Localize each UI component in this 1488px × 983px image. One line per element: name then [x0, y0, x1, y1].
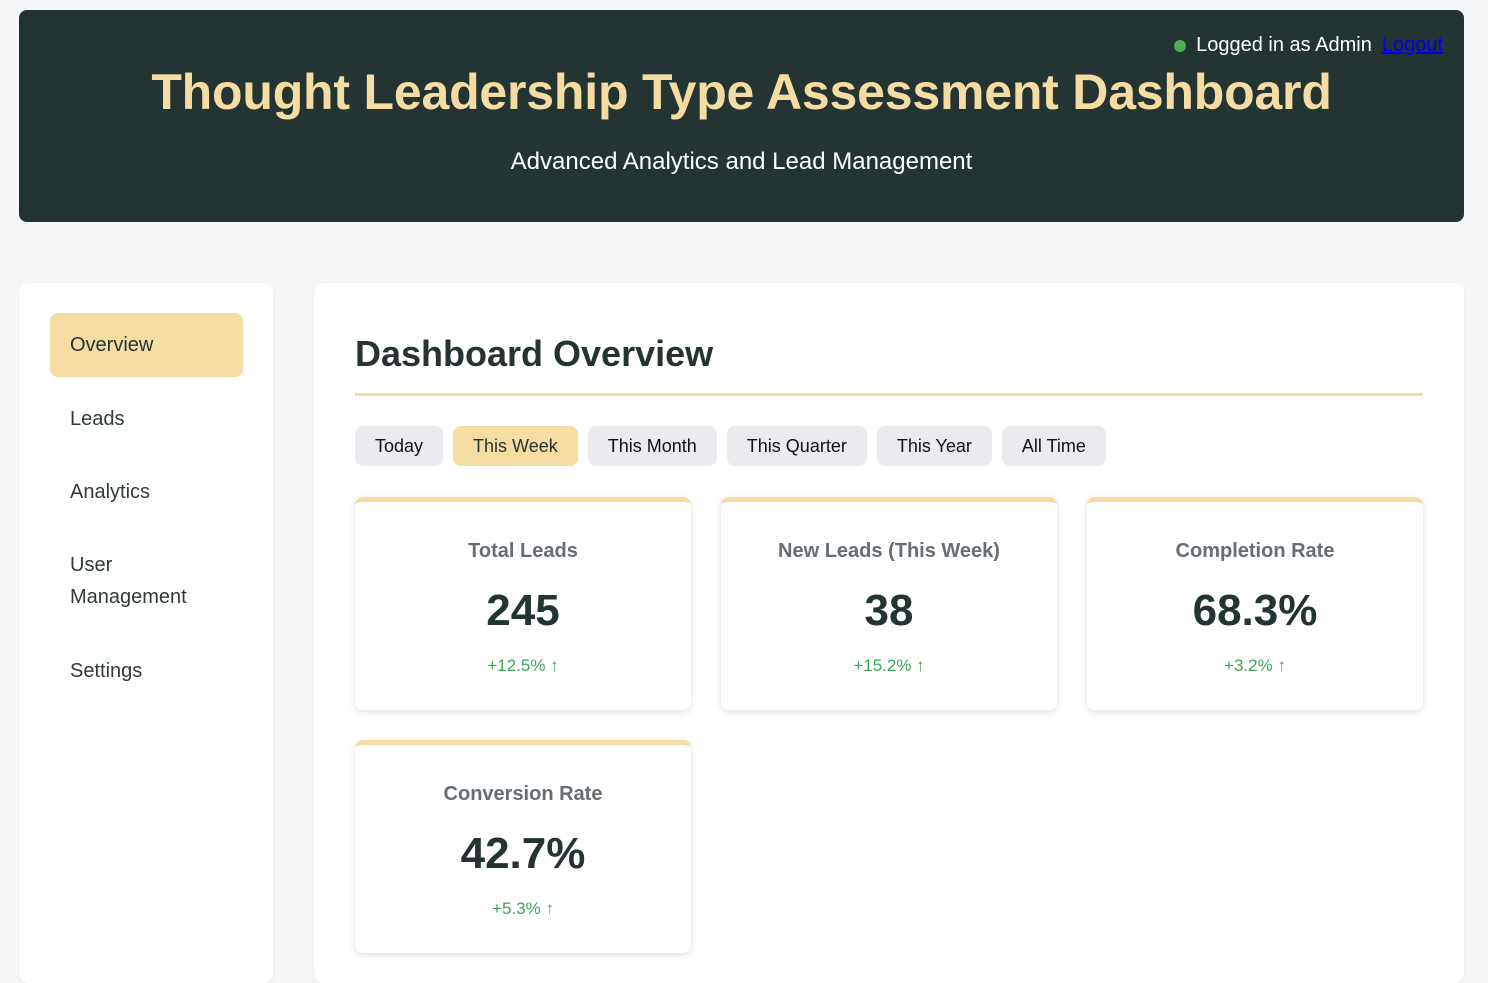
logout-link[interactable]: Logout [1381, 34, 1443, 56]
filter-today-button[interactable]: Today [355, 426, 444, 466]
sidebar-item-user-management[interactable]: User Management [70, 554, 187, 608]
stat-card-completion-rate: Completion Rate 68.3% +3.2% ↑ [1087, 497, 1423, 710]
stat-card-value: 68.3% [1192, 586, 1318, 635]
section-title: Dashboard Overview [355, 333, 714, 374]
stat-card-label: Total Leads [468, 540, 578, 562]
date-filter-bar: Today This Week This Month This Quarter … [355, 426, 1106, 466]
sidebar-item-analytics[interactable]: Analytics [70, 481, 151, 503]
online-status-dot-icon [1174, 39, 1187, 52]
stat-card-label: New Leads (This Week) [778, 540, 1000, 562]
sidebar: Overview Leads Analytics User Management… [19, 283, 273, 983]
page-header: Logged in as Admin Logout Thought Leader… [19, 10, 1464, 222]
filter-this-month-button[interactable]: This Month [587, 426, 717, 466]
filter-this-quarter-button[interactable]: This Quarter [726, 426, 867, 466]
sidebar-item-leads[interactable]: Leads [70, 408, 125, 430]
stat-card-conversion-rate: Conversion Rate 42.7% +5.3% ↑ [355, 740, 691, 953]
title-divider [355, 393, 1423, 396]
stat-card-value: 245 [486, 586, 560, 635]
stat-card-change: +3.2% ↑ [1224, 656, 1286, 675]
stat-card-label: Completion Rate [1175, 540, 1335, 562]
stat-card-change: +15.2% ↑ [853, 656, 925, 675]
filter-all-time-button[interactable]: All Time [1001, 426, 1106, 466]
filter-this-year-button[interactable]: This Year [876, 426, 992, 466]
stat-card-label: Conversion Rate [443, 783, 603, 805]
page-subtitle: Advanced Analytics and Lead Management [510, 148, 973, 175]
stat-card-value: 42.7% [460, 829, 586, 878]
stat-card-total-leads: Total Leads 245 +12.5% ↑ [355, 497, 691, 710]
stat-card-change: +5.3% ↑ [492, 899, 554, 918]
login-status: Logged in as Admin Logout [1174, 34, 1443, 57]
stat-card-new-leads: New Leads (This Week) 38 +15.2% ↑ [721, 497, 1057, 710]
sidebar-item-overview[interactable]: Overview [50, 313, 243, 377]
login-text: Logged in as Admin [1196, 34, 1372, 56]
stat-card-value: 38 [864, 586, 914, 635]
main-content: Dashboard Overview Today This Week This … [314, 283, 1464, 983]
stat-card-change: +12.5% ↑ [487, 656, 559, 675]
filter-this-week-button[interactable]: This Week [453, 426, 578, 466]
page-title: Thought Leadership Type Assessment Dashb… [151, 64, 1332, 120]
sidebar-item-settings[interactable]: Settings [70, 660, 143, 682]
